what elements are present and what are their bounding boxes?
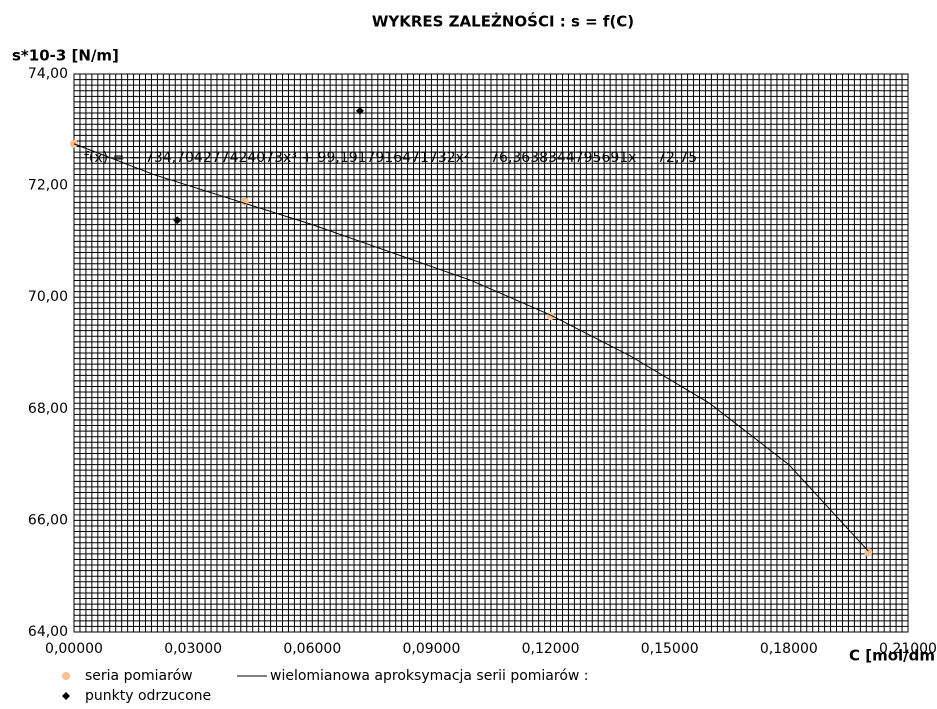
y-tick-label: 66,00 — [28, 512, 68, 528]
y-tick-label: 74,00 — [28, 66, 68, 82]
fit-line — [73, 143, 869, 552]
chart-title: WYKRES ZALEŻNOŚCI : s = f(C) — [372, 12, 634, 31]
y-axis-label: s*10-3 [N/m] — [12, 47, 119, 65]
diamond-marker — [355, 106, 364, 115]
circle-marker — [864, 548, 873, 557]
legend-label: punkty odrzucone — [85, 688, 211, 704]
x-tick-label: 0,21000 — [879, 641, 937, 657]
legend-label: seria pomiarów — [85, 668, 193, 684]
annotation: f(x) = − 734,704277424073x³ + 99,1917916… — [84, 150, 697, 166]
circle-marker — [62, 672, 70, 680]
x-tick-label: 0,12000 — [522, 641, 580, 657]
diamond-marker — [173, 216, 182, 225]
y-tick-label: 68,00 — [28, 401, 68, 417]
x-tick-label: 0,09000 — [402, 641, 460, 657]
diamond-marker — [62, 692, 70, 700]
x-tick-label: 0,18000 — [760, 641, 818, 657]
y-tick-label: 64,00 — [28, 624, 68, 640]
x-tick-label: 0,03000 — [164, 641, 222, 657]
x-tick-label: 0,15000 — [641, 641, 699, 657]
x-tick-label: 0,00000 — [45, 641, 103, 657]
x-tick-label: 0,06000 — [283, 641, 341, 657]
y-tick-label: 70,00 — [28, 289, 68, 305]
y-tick-label: 72,00 — [28, 178, 68, 194]
plot-frame — [73, 73, 909, 633]
legend-label: wielomianowa aproksymacja serii pomiarów… — [270, 668, 589, 684]
x-axis-label: C [mol/dm — [849, 647, 935, 665]
